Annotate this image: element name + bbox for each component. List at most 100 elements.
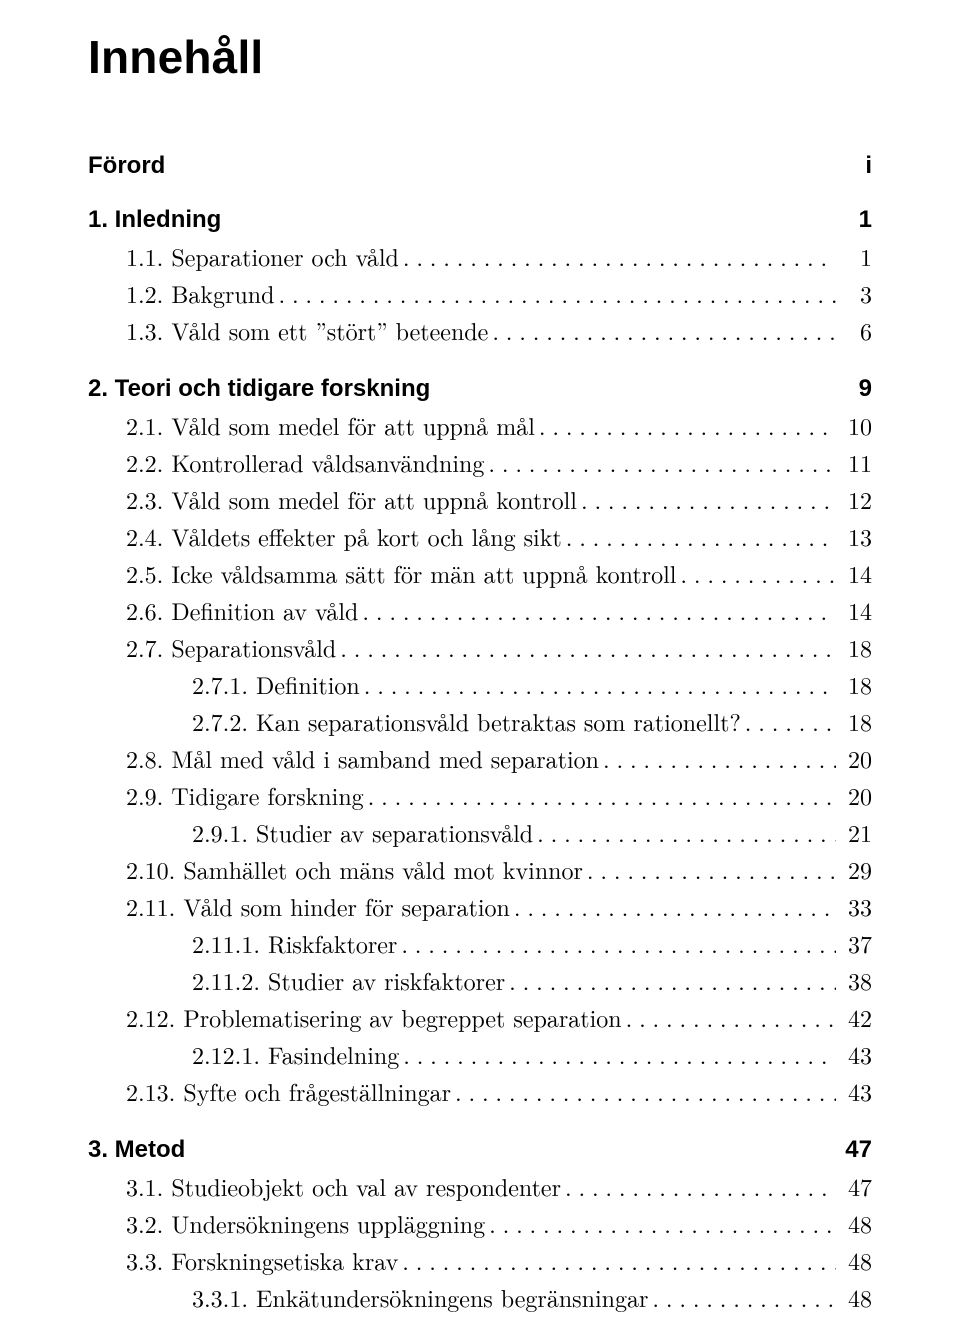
toc-page-number: 37 (840, 925, 872, 961)
toc-title: Innehåll (88, 30, 872, 84)
toc-page-number: 47 (840, 1168, 872, 1204)
toc-leader: ........................................… (680, 555, 836, 592)
toc-page-number: 47 (840, 1136, 872, 1164)
toc-section: 3.3.Forskningsetiska krav...............… (88, 1242, 872, 1279)
toc-section-label: Definition av våld (171, 592, 358, 628)
toc-section-number: 3.3.1. (192, 1279, 248, 1315)
toc-section-label: Syfte och frågeställningar (183, 1073, 451, 1109)
toc-section: 2.12.1.Fasindelning.....................… (88, 1036, 872, 1073)
toc-chapter: 1. Inledning1 (88, 206, 872, 234)
toc-page-number: 48 (840, 1242, 872, 1278)
toc-section-number: 2.10. (126, 851, 175, 887)
toc-page-number: 33 (840, 888, 872, 924)
toc-leader: ........................................… (401, 925, 836, 962)
toc-page-number: 43 (840, 1036, 872, 1072)
toc-section-number: 2.9.1. (192, 814, 248, 850)
toc-section-number: 2.1. (126, 407, 163, 443)
toc-leader: ........................................… (581, 481, 836, 518)
toc-page-number: 9 (840, 375, 872, 403)
toc-section: 2.9.Tidigare forskning..................… (88, 777, 872, 814)
toc-section-label: Våld som ett ”stört” beteende (171, 312, 488, 348)
toc-page-number: 42 (840, 999, 872, 1035)
toc-leader: ........................................… (403, 1036, 836, 1073)
toc-leader: ........................................… (566, 518, 836, 555)
toc-section: 1.2.Bakgrund............................… (88, 275, 872, 312)
toc-section-number: 3.2. (126, 1205, 163, 1241)
toc-leader: ........................................… (364, 666, 836, 703)
toc-chapter: 2. Teori och tidigare forskning9 (88, 375, 872, 403)
toc-section-label: Kan separationsvåld betraktas som ration… (256, 703, 741, 739)
toc-section-number: 2.7. (126, 629, 163, 665)
toc-section-number: 1.1. (126, 238, 163, 274)
toc-section-number: 2.7.2. (192, 703, 248, 739)
toc-section: 2.6.Definition av våld..................… (88, 592, 872, 629)
toc-section-label: Bakgrund (171, 275, 274, 311)
toc-page-number: 10 (840, 407, 872, 443)
toc-page-number: 48 (840, 1279, 872, 1315)
toc-section-number: 1.2. (126, 275, 163, 311)
toc-section-label: Studier av riskfaktorer (268, 962, 505, 998)
toc-page-number: 18 (840, 703, 872, 739)
toc-section: 2.7.Separationsvåld.....................… (88, 629, 872, 666)
toc-section-number: 2.13. (126, 1073, 175, 1109)
toc-section-number: 2.5. (126, 555, 163, 591)
toc-section-number: 3.3. (126, 1242, 163, 1278)
toc-section-label: Våld som medel för att uppnå mål (171, 407, 535, 443)
toc-page-number: 14 (840, 555, 872, 591)
toc-page-number: 11 (840, 444, 872, 480)
toc-section: 2.7.1.Definition........................… (88, 666, 872, 703)
toc-section-label: Forskningsetiska krav (171, 1242, 398, 1278)
toc-leader: ........................................… (603, 740, 836, 777)
toc-section-number: 2.9. (126, 777, 163, 813)
toc-leader: ........................................… (492, 312, 836, 349)
toc-page: Innehåll Förord i 1. Inledning1 1.1.Separat… (0, 0, 960, 1325)
toc-section-label: Samhället och mäns våld mot kvinnor (183, 851, 583, 887)
toc-section-label: Våld som medel för att uppnå kontroll (171, 481, 577, 517)
toc-leader: ........................................… (402, 1242, 836, 1279)
toc-leader: ........................................… (537, 814, 836, 851)
toc-leader: ........................................… (626, 999, 836, 1036)
toc-section: 1.3.Våld som ett ”stört” beteende.......… (88, 312, 872, 349)
toc-section-number: 2.3. (126, 481, 163, 517)
toc-page-number: i (840, 152, 872, 180)
toc-section: 2.8.Mål med våld i samband med separatio… (88, 740, 872, 777)
toc-leader: ........................................… (652, 1279, 836, 1316)
toc-page-number: 3 (840, 275, 872, 311)
toc-section-label: Kontrollerad våldsanvändning (171, 444, 484, 480)
toc-section: 1.1.Separationer och våld...............… (88, 238, 872, 275)
toc-page-number: 20 (840, 777, 872, 813)
toc-leader: ........................................… (745, 703, 836, 740)
toc-page-number: 6 (840, 312, 872, 348)
toc-leader: ........................................… (539, 407, 836, 444)
toc-page-number: 1 (840, 238, 872, 274)
toc-section: 2.10.Samhället och mäns våld mot kvinnor… (88, 851, 872, 888)
toc-leader: ........................................… (489, 1205, 836, 1242)
toc-page-number: 43 (840, 1073, 872, 1109)
toc-section-label: Separationer och våld (171, 238, 399, 274)
toc-section: 2.11.Våld som hinder för separation.....… (88, 888, 872, 925)
toc-section-label: Våld som hinder för separation (183, 888, 510, 924)
toc-section-number: 2.11. (126, 888, 175, 924)
toc-section: 2.2.Kontrollerad våldsanvändning........… (88, 444, 872, 481)
toc-leader: ........................................… (488, 444, 836, 481)
toc-page-number: 20 (840, 740, 872, 776)
toc-section-number: 2.11.1. (192, 925, 260, 961)
toc-section-label: Problematisering av begreppet separation (183, 999, 621, 1035)
toc-page-number: 48 (840, 1205, 872, 1241)
toc-chapter: Förord i (88, 152, 872, 180)
toc-section-number: 2.12. (126, 999, 175, 1035)
toc-section: 2.13.Syfte och frågeställningar.........… (88, 1073, 872, 1110)
toc-section: 2.3.Våld som medel för att uppnå kontrol… (88, 481, 872, 518)
toc-chapter-label: Förord (88, 152, 165, 180)
toc-page-number: 14 (840, 592, 872, 628)
toc-leader: ........................................… (509, 962, 836, 999)
toc-section-number: 1.3. (126, 312, 163, 348)
toc-section-number: 2.2. (126, 444, 163, 480)
toc-section-label: Fasindelning (268, 1036, 399, 1072)
toc-section: 2.7.2.Kan separationsvåld betraktas som … (88, 703, 872, 740)
toc-page-number: 13 (840, 518, 872, 554)
toc-chapter: 3. Metod47 (88, 1136, 872, 1164)
toc-section-label: Studieobjekt och val av respondenter (171, 1168, 561, 1204)
toc-section-number: 2.8. (126, 740, 163, 776)
toc-section: 3.1.Studieobjekt och val av respondenter… (88, 1168, 872, 1205)
